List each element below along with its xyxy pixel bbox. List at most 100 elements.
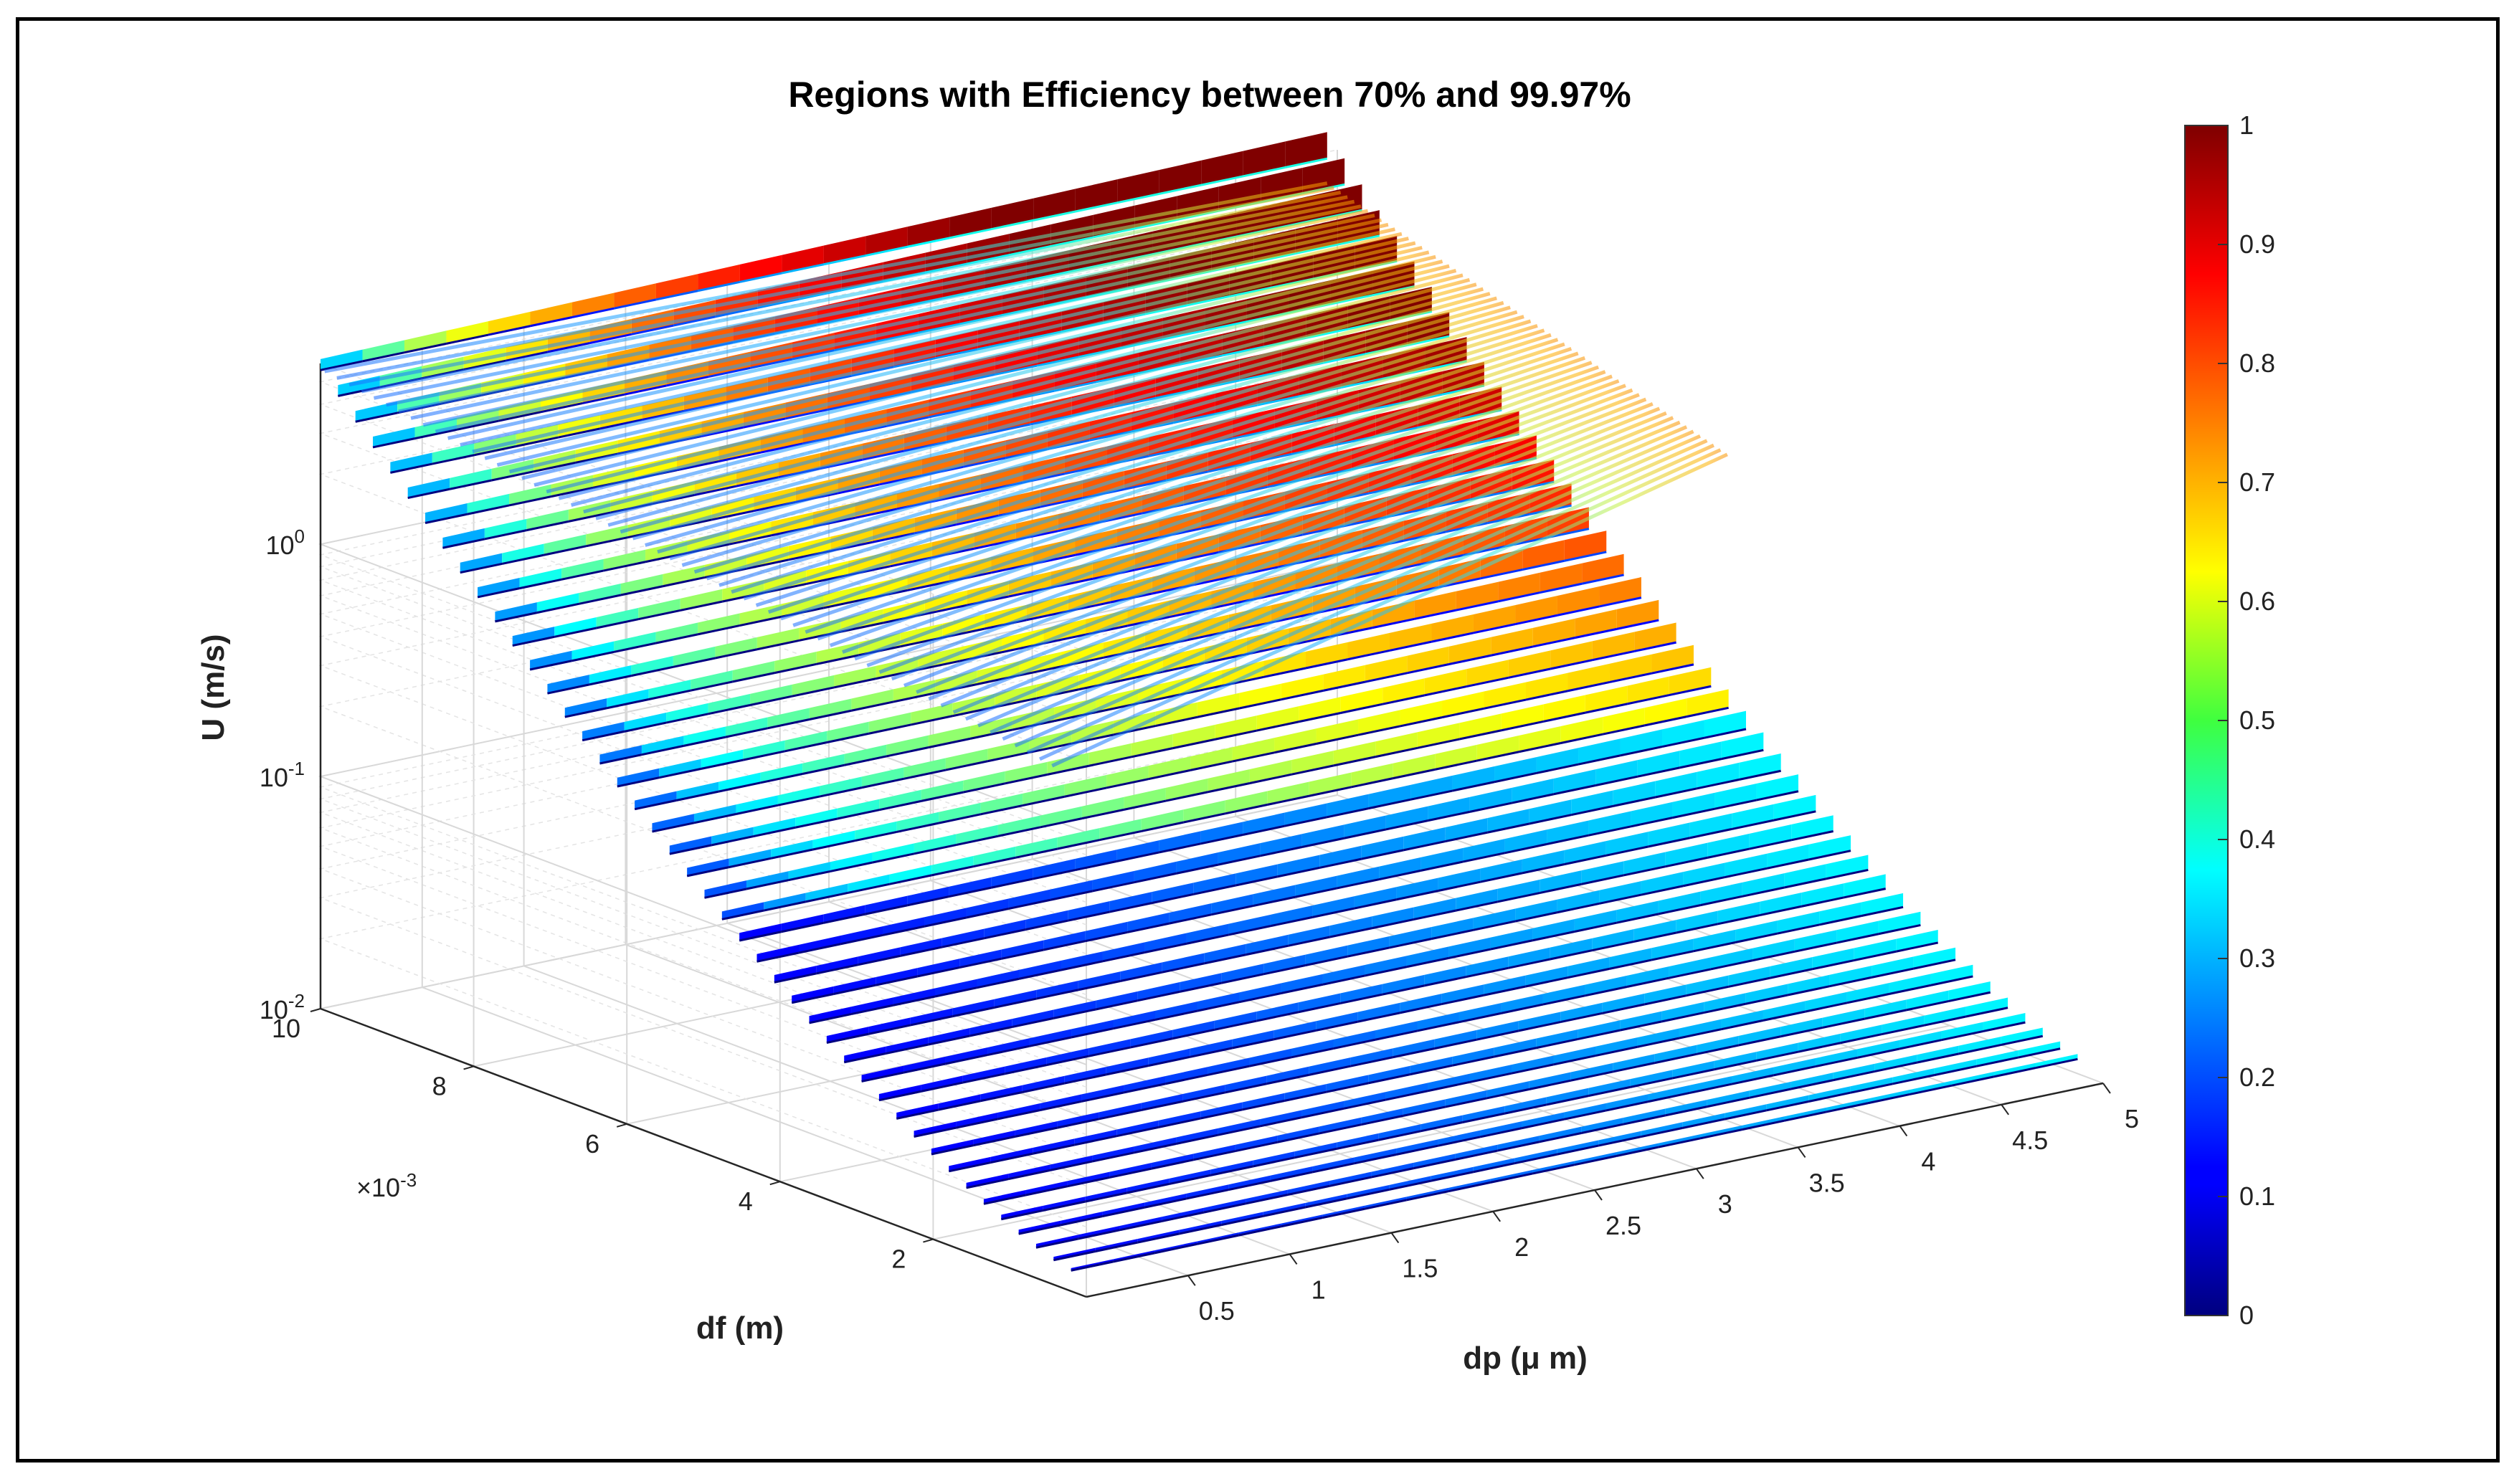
df-layer <box>878 874 1887 1102</box>
efficiency-band <box>373 427 415 447</box>
sweep-line <box>570 273 1464 507</box>
layer-edge <box>983 1194 1026 1205</box>
efficiency-band <box>1567 957 1610 977</box>
efficiency-band <box>1337 866 1380 888</box>
efficiency-band <box>949 207 992 237</box>
layer-edge <box>1287 1184 1330 1196</box>
efficiency-band <box>1553 769 1596 794</box>
layer-edge <box>1032 1143 1076 1155</box>
sweep-line <box>509 250 1430 474</box>
efficiency-band <box>1648 822 1690 847</box>
layer-edge <box>1333 756 1376 767</box>
efficiency-band <box>858 947 901 964</box>
df-layer <box>861 855 1869 1083</box>
layer-edge <box>1144 942 1187 953</box>
layer-edge <box>1490 1172 1533 1184</box>
layer-edge <box>1305 658 1348 670</box>
efficiency-band <box>1599 577 1641 606</box>
layer-edge <box>1214 729 1258 741</box>
layer-edge <box>1749 1088 1792 1099</box>
layer-edge <box>1018 969 1061 980</box>
layer-edge <box>1040 497 1083 508</box>
layer-edge <box>1892 1074 1935 1085</box>
sweep-line <box>829 370 1606 647</box>
efficiency-band <box>1113 711 1156 734</box>
efficiency-band <box>1319 1117 1362 1133</box>
efficiency-band <box>1316 719 1359 743</box>
x-tick-label: 3 <box>1718 1189 1732 1219</box>
layer-edge <box>1064 786 1107 798</box>
efficiency-band <box>1200 822 1243 843</box>
df-layer <box>756 732 1764 963</box>
layer-edge <box>683 736 726 747</box>
efficiency-band <box>1665 842 1708 866</box>
layer-edge <box>1570 804 1614 817</box>
layer-edge <box>872 532 915 543</box>
layer-edge <box>1124 479 1167 490</box>
efficiency-band <box>1329 1171 1372 1186</box>
df-layer <box>686 645 1694 877</box>
layer-edge <box>1406 1190 1449 1202</box>
efficiency-band <box>729 849 772 867</box>
efficiency-band <box>1159 160 1202 194</box>
efficiency-band <box>1669 957 1711 978</box>
layer-edge <box>1159 184 1202 195</box>
layer-edge <box>1438 880 1481 892</box>
layer-edge <box>1295 243 1338 255</box>
layer-edge <box>1092 881 1135 893</box>
layer-edge <box>1243 166 1286 178</box>
layer-edge <box>1455 1149 1498 1161</box>
layer-edge <box>1057 839 1100 850</box>
efficiency-band <box>450 468 492 489</box>
efficiency-band <box>1102 942 1145 961</box>
efficiency-band <box>882 917 925 935</box>
layer-edge <box>1029 742 1072 753</box>
efficiency-band <box>1542 984 1585 1004</box>
efficiency-band <box>1333 741 1376 765</box>
efficiency-band <box>1242 1093 1285 1109</box>
efficiency-band <box>1354 887 1397 908</box>
efficiency-band <box>959 949 1002 967</box>
layer-edge <box>1001 948 1044 960</box>
sweep-line <box>607 287 1484 527</box>
layer-edge <box>1347 649 1390 661</box>
layer-edge <box>851 366 894 377</box>
layer-edge <box>1151 1159 1194 1170</box>
sweep-line <box>842 374 1613 655</box>
layer-edge <box>1951 1075 1994 1087</box>
layer-edge <box>1091 1151 1134 1163</box>
efficiency-band <box>669 836 712 854</box>
sweep-line <box>718 328 1545 587</box>
layer-edge <box>1640 1126 1683 1138</box>
efficiency-band <box>641 736 684 754</box>
layer-edge <box>1567 967 1610 979</box>
layer-edge <box>582 393 625 404</box>
layer-edge <box>1218 855 1261 866</box>
layer-edge <box>1186 933 1229 945</box>
efficiency-band <box>1078 1225 1120 1238</box>
layer-edge <box>1344 828 1387 839</box>
layer-edge <box>979 1091 1023 1103</box>
layer-edge <box>746 558 789 570</box>
efficiency-band <box>1085 1187 1127 1202</box>
layer-edge <box>1515 614 1558 626</box>
layer-edge <box>770 848 813 860</box>
layer-edge <box>816 964 859 975</box>
efficiency-band <box>1106 1057 1149 1074</box>
layer-edge <box>805 891 848 903</box>
layer-edge <box>1619 1020 1662 1032</box>
layer-edge <box>1591 940 1635 952</box>
layer-edge <box>1225 804 1268 815</box>
layer-edge <box>782 263 825 275</box>
layer-edge <box>1396 890 1439 901</box>
layer-edge <box>931 865 974 877</box>
efficiency-band <box>1134 861 1177 882</box>
layer-edge <box>1134 219 1177 230</box>
layer-edge <box>536 602 579 614</box>
efficiency-band <box>1480 549 1523 578</box>
efficiency-band <box>1088 743 1132 766</box>
layer-edge <box>533 461 576 473</box>
efficiency-band <box>1284 1084 1327 1100</box>
layer-edge <box>788 870 831 882</box>
efficiency-band <box>586 525 628 546</box>
